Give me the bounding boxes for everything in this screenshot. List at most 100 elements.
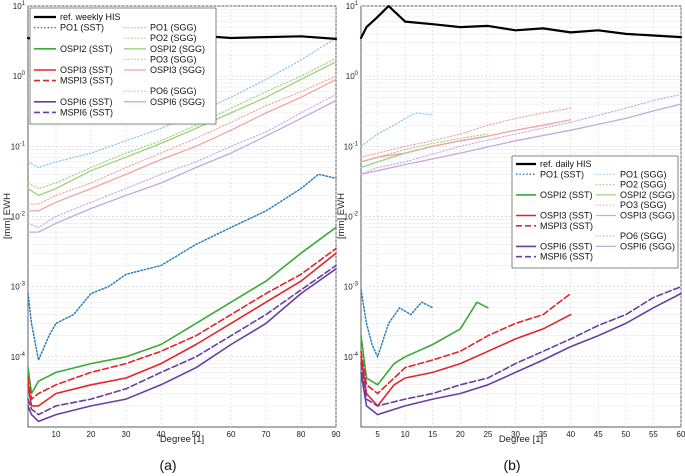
legend-label: OSPI3 (SST) — [60, 65, 113, 75]
series-line-po1-sst — [27, 173, 337, 361]
panel-b-x-axis-label: Degree [1] — [499, 434, 543, 445]
y-tick-label: 10-3 — [344, 282, 359, 292]
y-tick-label: 100 — [13, 71, 26, 81]
x-tick-label: 90 — [332, 430, 341, 439]
series-line-ref-daily-his — [359, 4, 683, 40]
legend-label: OSPI2 (SGG) — [620, 190, 675, 200]
legend-label: OSPI2 (SGG) — [150, 44, 205, 54]
legend-label: OSPI6 (SST) — [60, 97, 113, 107]
legend-label: PO6 (SGG) — [620, 231, 667, 241]
series-line-po1-sst — [360, 289, 434, 358]
legend-label: PO2 (SGG) — [620, 180, 667, 190]
series-line-po6-sgg — [360, 93, 682, 175]
series-line-mspi6-sst — [360, 285, 682, 407]
y-tick-label: 10-2 — [11, 212, 26, 222]
y-tick-label: 10-1 — [11, 141, 26, 151]
y-tick-label: 101 — [346, 1, 359, 11]
y-tick-label: 101 — [13, 1, 26, 11]
panel-a-ticks: 10-4 10-3 10-2 10-1 100 101 10 20 30 40 50 60 70 80 90 — [11, 1, 341, 439]
series-line-po1-sgg — [27, 37, 337, 169]
panel-b-series — [359, 4, 683, 416]
x-tick-label: 80 — [297, 430, 306, 439]
x-tick-label: 60 — [227, 430, 236, 439]
x-tick-label: 55 — [649, 430, 658, 439]
legend-label: PO6 (SGG) — [150, 86, 197, 96]
legend-label: MSPI3 (SST) — [540, 221, 593, 231]
legend-label: OSPI6 (SGG) — [150, 97, 205, 107]
legend-label: OSPI3 (SST) — [540, 211, 593, 221]
series-line-ospi3-sgg — [27, 78, 337, 212]
series-line-ospi2-sgg — [27, 61, 337, 197]
y-tick-label: 100 — [346, 71, 359, 81]
legend-label: OSPI6 (SST) — [540, 241, 593, 251]
legend-label: OSPI6 (SGG) — [620, 241, 675, 251]
legend-label: PO1 (SGG) — [620, 169, 667, 179]
legend-label: MSPI3 (SST) — [60, 76, 113, 86]
panel-b-legend-box — [511, 155, 679, 269]
x-tick-label: 30 — [511, 430, 520, 439]
series-line-mspi6-sst — [27, 264, 337, 416]
panel-a: 10-4 10-3 10-2 10-1 100 101 10 20 30 40 50 60 70 80 90… — [2, 1, 341, 473]
x-tick-label: 40 — [157, 430, 166, 439]
panel-a-series — [26, 34, 338, 423]
series-line-ospi2-sst — [27, 226, 337, 395]
panel-b-caption: (b) — [503, 457, 520, 473]
legend-label: MSPI6 (SST) — [540, 252, 593, 262]
x-tick-label: 70 — [262, 430, 271, 439]
x-tick-label: 10 — [401, 430, 410, 439]
series-line-mspi3-sst — [27, 247, 337, 400]
series-line-ospi6-sst — [360, 292, 682, 416]
series-line-ospi6-sgg — [27, 99, 337, 233]
legend-label: PO1 (SGG) — [150, 23, 197, 33]
series-line-ospi3-sgg — [360, 119, 572, 163]
legend-label: PO3 (SGG) — [150, 54, 197, 64]
legend-label: PO1 (SST) — [540, 169, 584, 179]
panel-a-y-axis-label: [mm] EWH — [2, 193, 13, 239]
x-tick-label: 60 — [677, 430, 685, 439]
series-line-ospi2-sst — [360, 301, 489, 386]
legend-label: OSPI3 (SGG) — [150, 65, 205, 75]
x-tick-label: 30 — [122, 430, 131, 439]
panel-a-x-axis-label: Degree [1] — [160, 434, 204, 445]
series-line-ospi3-sst — [360, 313, 572, 407]
y-tick-label: 10-3 — [11, 282, 26, 292]
x-tick-label: 50 — [192, 430, 201, 439]
x-tick-label: 35 — [539, 430, 548, 439]
x-tick-label: 5 — [375, 430, 380, 439]
series-line-po3-sgg — [360, 107, 572, 158]
series-line-po3-sgg — [27, 75, 337, 205]
y-tick-label: 10-1 — [344, 141, 359, 151]
legend-label: ref. weekly HIS — [60, 12, 121, 22]
x-tick-label: 20 — [456, 430, 465, 439]
x-tick-label: 50 — [621, 430, 630, 439]
panel-a-legend-box — [29, 7, 217, 125]
legend-label: PO1 (SST) — [60, 23, 104, 33]
legend-label: OSPI2 (SST) — [60, 44, 113, 54]
series-line-po1-sgg — [360, 112, 434, 147]
legend-label: PO3 (SGG) — [620, 200, 667, 210]
x-tick-label: 10 — [52, 430, 61, 439]
series-line-po6-sgg — [27, 93, 337, 228]
x-tick-label: 20 — [87, 430, 96, 439]
y-tick-label: 10-4 — [344, 352, 359, 362]
y-tick-label: 10-2 — [344, 212, 359, 222]
series-line-ospi6-sst — [27, 267, 337, 423]
legend-label: ref. daily HIS — [540, 159, 592, 169]
x-tick-label: 15 — [428, 430, 437, 439]
legend-label: MSPI6 (SST) — [60, 107, 113, 117]
series-line-po2-sgg — [27, 57, 337, 190]
y-tick-label: 10-4 — [11, 352, 26, 362]
legend-label: OSPI2 (SST) — [540, 190, 593, 200]
panel-b-y-axis-label: [mm] EWH — [336, 193, 347, 239]
legend-label: OSPI3 (SGG) — [620, 211, 675, 221]
x-tick-label: 40 — [566, 430, 575, 439]
series-line-ospi6-sgg — [360, 103, 682, 175]
series-line-mspi3-sst — [360, 292, 572, 395]
legend-label: PO2 (SGG) — [150, 33, 197, 43]
x-tick-label: 45 — [594, 430, 603, 439]
